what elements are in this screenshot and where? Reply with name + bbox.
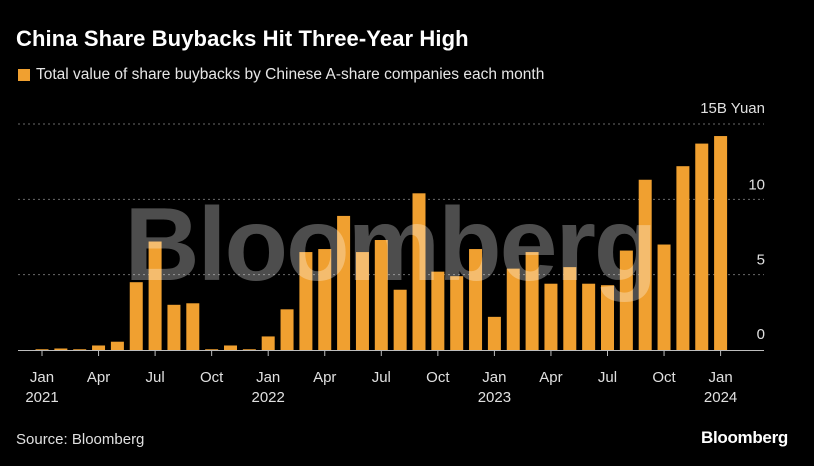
chart-title: China Share Buybacks Hit Three-Year High: [16, 26, 469, 51]
bar-2023-10: [657, 244, 671, 350]
bar-2021-12: [242, 349, 256, 350]
bar-2021-04: [92, 345, 106, 350]
bar-2023-05: [563, 267, 577, 350]
bar-2022-07: [374, 240, 388, 350]
x-tick-label-year: 2021: [25, 389, 58, 406]
x-tick-label-month: Jan: [30, 369, 54, 386]
bar-2021-08: [167, 304, 181, 350]
x-tick-label-month: Jul: [146, 369, 165, 386]
x-tick-label-month: Jan: [256, 369, 280, 386]
x-tick-label-month: Oct: [200, 369, 224, 386]
x-tick-label-month: Jul: [372, 369, 391, 386]
bar-2021-09: [186, 303, 200, 350]
bar-2021-02: [54, 348, 68, 350]
bar-2022-12: [469, 249, 483, 350]
legend: Total value of share buybacks by Chinese…: [18, 66, 544, 84]
bar-2022-11: [450, 276, 464, 350]
x-tick-label-year: 2022: [252, 389, 285, 406]
bar-2022-01: [261, 336, 275, 350]
bar-2023-12: [695, 143, 709, 350]
bar-2022-02: [280, 309, 294, 350]
x-tick-label-year: 2023: [478, 389, 511, 406]
x-tick-label-month: Apr: [539, 369, 562, 386]
bar-2022-08: [393, 289, 407, 350]
y-tick-label-10: 10: [748, 176, 765, 193]
x-tick-label-month: Jul: [598, 369, 617, 386]
bar-2021-05: [110, 341, 124, 350]
brand-logo: Bloomberg: [700, 428, 788, 447]
x-tick-label-month: Apr: [313, 369, 336, 386]
bar-2021-06: [129, 282, 143, 350]
y-tick-label-15: 15B Yuan: [700, 100, 765, 117]
bar-2022-09: [412, 193, 426, 350]
watermark-text: Bloomberg: [125, 187, 656, 303]
bar-2021-11: [224, 345, 237, 350]
x-tick-label-year: 2024: [704, 389, 737, 406]
bar-2023-09: [638, 179, 652, 350]
bar-2023-03: [525, 252, 539, 350]
bar-2024-01: [714, 136, 728, 350]
x-tick-label-month: Apr: [87, 369, 110, 386]
bar-2023-01: [487, 316, 501, 350]
x-tick-label-month: Jan: [709, 369, 733, 386]
legend-swatch: [18, 69, 30, 81]
bar-2023-06: [582, 283, 596, 350]
bar-2023-11: [676, 166, 690, 350]
legend-label: Total value of share buybacks by Chinese…: [36, 66, 545, 83]
bar-2022-03: [299, 252, 313, 350]
bar-2022-06: [355, 252, 369, 350]
bar-2022-10: [431, 271, 445, 350]
x-tick-label-month: Jan: [482, 369, 506, 386]
bar-2022-05: [337, 215, 351, 350]
bar-2022-04: [318, 249, 332, 350]
bar-2021-10: [205, 349, 219, 350]
source-note: Source: Bloomberg: [16, 431, 145, 448]
bar-2023-07: [601, 285, 614, 350]
bar-2021-03: [73, 349, 87, 350]
bar-2021-07: [148, 241, 162, 350]
bar-2023-04: [544, 283, 558, 350]
x-tick-label-month: Oct: [426, 369, 450, 386]
y-tick-label-0: 0: [757, 326, 765, 343]
y-tick-label-5: 5: [757, 252, 765, 269]
bar-2023-02: [506, 268, 520, 350]
x-tick-label-month: Oct: [652, 369, 676, 386]
bar-2021-01: [35, 349, 49, 350]
bar-2023-08: [619, 250, 633, 350]
